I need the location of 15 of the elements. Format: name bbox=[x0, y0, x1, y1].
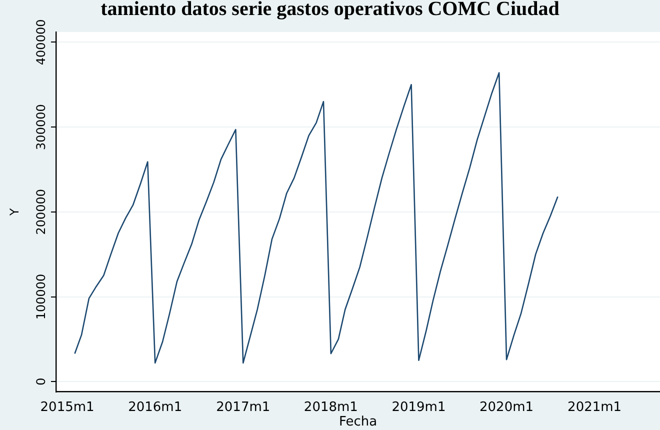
y-tick-label: 100000 bbox=[34, 274, 48, 320]
y-tick-label: 400000 bbox=[34, 19, 48, 66]
x-tick-label: 2018m1 bbox=[304, 400, 358, 415]
x-tick-label: 2017m1 bbox=[216, 400, 270, 415]
x-tick-label: 2019m1 bbox=[392, 400, 446, 415]
y-axis-title: Y bbox=[7, 208, 22, 217]
x-axis-title: Fecha bbox=[338, 414, 378, 430]
y-tick-label: 0 bbox=[34, 378, 48, 386]
chart-title: tamiento datos serie gastos operativos COMC Ciudad bbox=[100, 0, 560, 21]
x-tick-label: 2020m1 bbox=[480, 400, 534, 415]
y-tick-label: 300000 bbox=[34, 104, 48, 150]
y-tick-label: 200000 bbox=[34, 188, 48, 235]
x-tick-label: 2015m1 bbox=[40, 400, 94, 415]
x-tick-label: 2016m1 bbox=[128, 400, 182, 415]
x-tick-label: 2021m1 bbox=[568, 400, 622, 415]
